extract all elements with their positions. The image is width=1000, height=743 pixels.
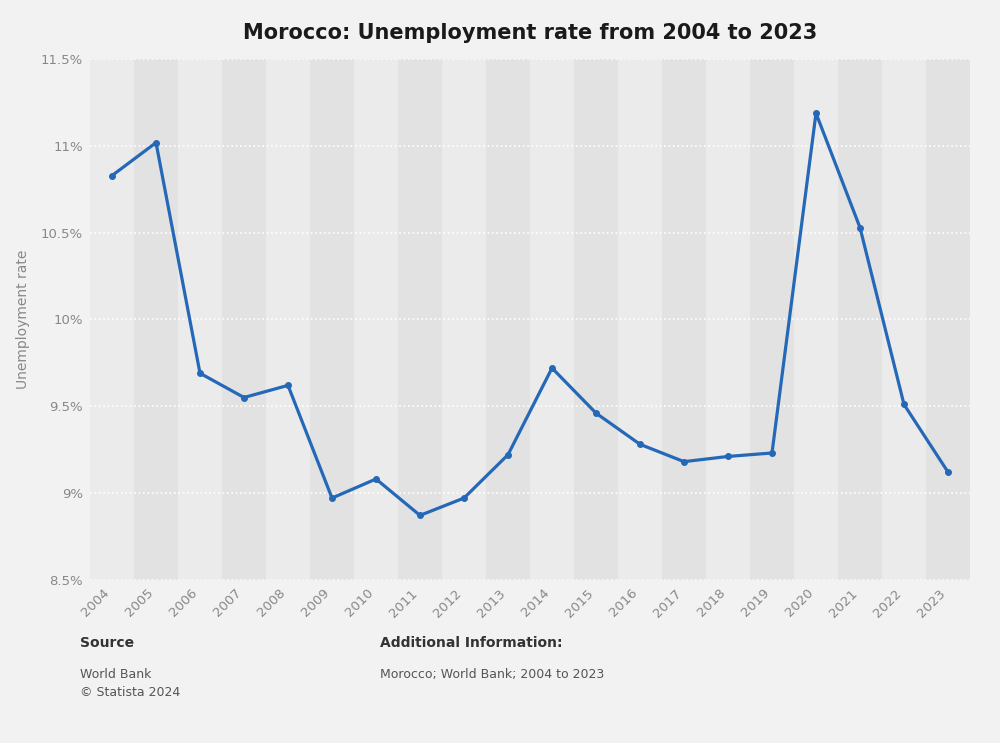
Bar — [398, 59, 442, 580]
Y-axis label: Unemployment rate: Unemployment rate — [16, 250, 30, 389]
Bar — [662, 59, 706, 580]
Bar — [266, 59, 310, 580]
Bar — [178, 59, 222, 580]
Text: World Bank
© Statista 2024: World Bank © Statista 2024 — [80, 650, 180, 699]
Bar — [882, 59, 926, 580]
Title: Morocco: Unemployment rate from 2004 to 2023: Morocco: Unemployment rate from 2004 to … — [243, 22, 817, 42]
Bar — [530, 59, 574, 580]
Bar — [90, 59, 134, 580]
Bar — [750, 59, 794, 580]
Bar — [486, 59, 530, 580]
Bar — [574, 59, 618, 580]
Bar — [310, 59, 354, 580]
Bar — [134, 59, 178, 580]
Bar — [926, 59, 970, 580]
Text: Source: Source — [80, 636, 134, 650]
Bar — [618, 59, 662, 580]
Bar — [222, 59, 266, 580]
Bar — [794, 59, 838, 580]
Text: Additional Information:: Additional Information: — [380, 636, 562, 650]
Bar — [706, 59, 750, 580]
Bar — [442, 59, 486, 580]
Bar — [838, 59, 882, 580]
Bar — [354, 59, 398, 580]
Text: Morocco; World Bank; 2004 to 2023: Morocco; World Bank; 2004 to 2023 — [380, 650, 604, 681]
